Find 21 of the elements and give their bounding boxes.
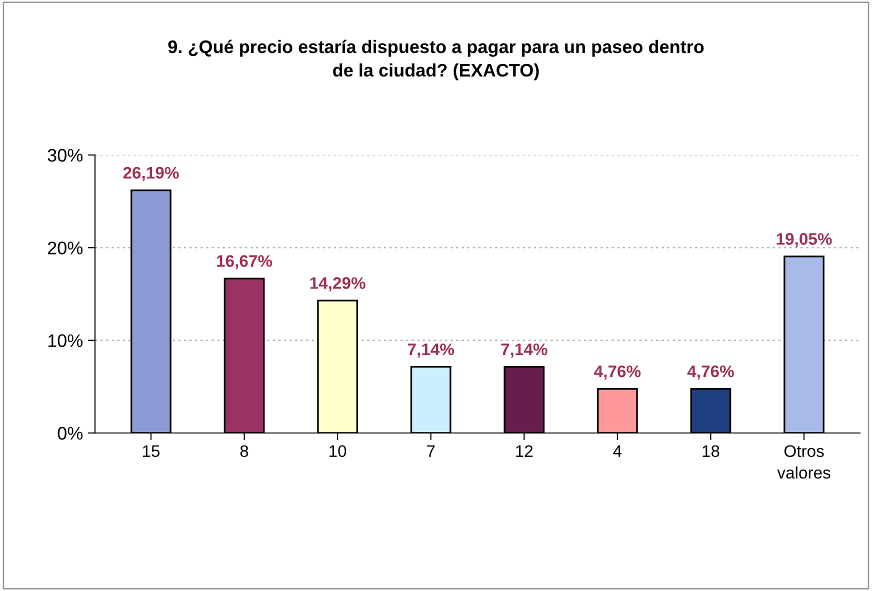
x-tick-label: 18 [702, 445, 720, 458]
data-label: 4,76% [594, 365, 641, 380]
x-tick-label: 10 [330, 445, 346, 458]
data-label: 16,67% [217, 255, 272, 270]
x-tick-label: 4 [613, 445, 622, 457]
data-label: 14,29% [310, 277, 366, 292]
chart-title: 9. ¿Qué precio estaría dispuesto a pagar para un paseo dentro de la ciudad? (EXACTO) [168, 40, 704, 80]
x-tick-label: 7 [427, 445, 435, 457]
x-tick-label: 12 [516, 445, 533, 457]
data-label: 4,76% [687, 365, 734, 380]
y-tick-label: 10% [48, 334, 83, 348]
x-tick-label: Otros valores [777, 445, 830, 479]
x-tick-label: 8 [240, 445, 248, 458]
data-label: 7,14% [408, 343, 454, 358]
data-label: 19,05% [776, 233, 832, 248]
x-tick-label: 15 [142, 445, 160, 458]
y-tick-label: 20% [48, 242, 83, 254]
data-label: 26,19% [123, 166, 179, 182]
data-label: 7,14% [501, 343, 548, 358]
y-tick-label: 0% [58, 426, 83, 440]
y-tick-label: 30% [48, 148, 83, 162]
